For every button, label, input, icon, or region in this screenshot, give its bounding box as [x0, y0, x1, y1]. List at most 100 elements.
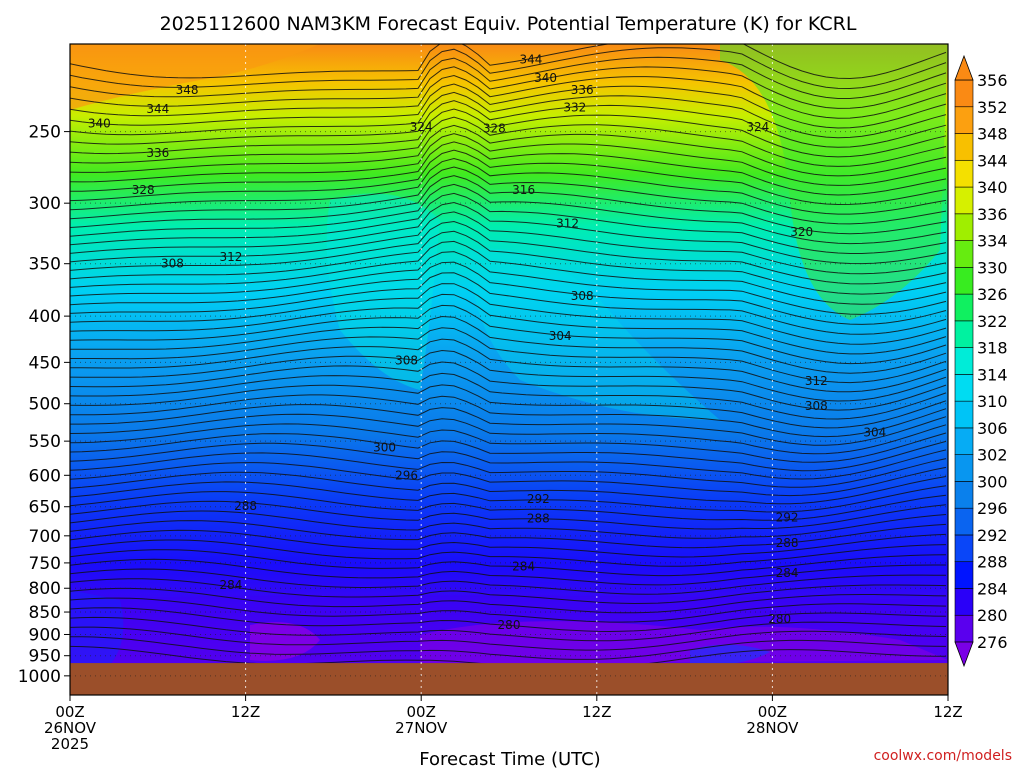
contour-line-40: [70, 423, 947, 463]
contour-label-14: 320: [790, 225, 813, 239]
colorbar-swatch-322: [954, 293, 974, 322]
contour-label-23: 300: [373, 441, 396, 455]
contour-label-34: 280: [768, 612, 791, 626]
y-tick-label-700: 700: [29, 527, 61, 547]
below-ground-fill: [70, 663, 948, 695]
contour-line-22: [70, 230, 947, 295]
contour-line-45: [70, 471, 947, 505]
contour-label-29: 288: [776, 536, 799, 550]
contour-label-22: 304: [863, 425, 886, 439]
colorbar-swatch-280: [954, 588, 974, 616]
contour-line-18: [70, 192, 947, 254]
contour-line-6: [70, 91, 947, 139]
colorbar-swatch-314: [954, 347, 974, 375]
contour-line-35: [70, 372, 947, 420]
contour-line-33: [70, 349, 947, 402]
colorbar-arrow-bottom: [954, 641, 974, 668]
colorbar-swatch-326: [954, 267, 974, 295]
colorbar-swatch-330: [954, 240, 974, 268]
contour-line-62: [70, 636, 947, 660]
contour-line-55: [70, 568, 947, 595]
contour-line-5: [70, 83, 947, 129]
colorbar-label-340: 340: [977, 178, 1008, 197]
y-tick-label-300: 300: [29, 194, 61, 214]
colorbar-swatch-302: [954, 427, 974, 455]
field-blob-violet-pocket-1: [250, 622, 320, 661]
colorbar-label-276: 276: [977, 633, 1008, 652]
contour-line-61: [70, 626, 947, 651]
contour-line-42: [70, 442, 947, 480]
contour-label-28: 292: [776, 510, 799, 524]
contour-line-38: [70, 404, 947, 446]
contour-line-39: [70, 413, 947, 455]
contour-lines: [70, 44, 947, 670]
x-tick-label-3-1: 12Z: [582, 703, 611, 721]
y-tick-label-400: 400: [29, 307, 61, 327]
colorbar-label-288: 288: [977, 553, 1008, 572]
contour-line-27: [70, 283, 947, 345]
contour-line-46: [70, 481, 947, 513]
contour-line-0: [70, 44, 947, 80]
y-axis: 2503003504004505005506006507007508008509…: [18, 123, 70, 687]
contour-label-30: 284: [512, 560, 535, 574]
colorbar: 276 280 284 288 292 296 300 302 306 310 314 318 322 3…: [954, 54, 1008, 668]
contour-line-8: [70, 108, 947, 158]
contour-label-25: 292: [527, 492, 550, 506]
contour-line-30: [70, 315, 947, 374]
contour-line-20: [70, 211, 947, 275]
contour-label-31: 284: [220, 578, 243, 592]
contour-line-11: [70, 133, 947, 186]
colorbar-swatch-300: [954, 454, 974, 482]
contour-label-3: 332: [563, 100, 586, 114]
colorbar-label-334: 334: [977, 232, 1008, 251]
colorbar-arrow-top: [954, 54, 974, 81]
contour-line-59: [70, 607, 947, 633]
y-tick-label-250: 250: [29, 123, 61, 143]
contour-label-20: 312: [805, 374, 828, 388]
colorbar-swatch-348: [954, 106, 974, 134]
contour-label-19: 308: [395, 354, 418, 368]
colorbar-label-318: 318: [977, 339, 1008, 358]
contour-line-34: [70, 361, 947, 411]
contour-line-9: [70, 116, 947, 167]
contour-label-0: 344: [519, 52, 542, 66]
contour-line-2: [70, 56, 947, 99]
contour-label-16: 308: [161, 257, 184, 271]
contour-label-4: 348: [176, 83, 199, 97]
colorbar-label-310: 310: [977, 392, 1008, 411]
colorbar-label-322: 322: [977, 312, 1008, 331]
contour-line-58: [70, 597, 947, 623]
contour-line-4: [70, 74, 947, 119]
x-axis-label: Forecast Time (UTC): [419, 749, 600, 768]
contour-line-50: [70, 520, 947, 549]
x-tick-label-0-1: 00Z: [55, 703, 84, 721]
contour-line-44: [70, 462, 947, 497]
chart-title: 2025112600 NAM3KM Forecast Equiv. Potent…: [160, 13, 857, 35]
colorbar-swatch-340: [954, 159, 974, 188]
colorbar-label-302: 302: [977, 446, 1008, 465]
y-tick-label-350: 350: [29, 255, 61, 275]
contour-line-52: [70, 539, 947, 567]
y-tick-label-800: 800: [29, 579, 61, 599]
contour-line-51: [70, 529, 947, 558]
colorbar-swatch-318: [954, 320, 974, 348]
y-tick-label-1000: 1000: [18, 667, 61, 687]
colorbar-swatch-336: [954, 186, 974, 215]
contour-line-12: [70, 141, 947, 196]
colorbar-label-292: 292: [977, 526, 1008, 545]
contour-line-53: [70, 549, 947, 577]
contour-line-41: [70, 433, 947, 472]
colorbar-label-300: 300: [977, 472, 1008, 491]
x-tick-label-0-2: 26NOV: [44, 719, 97, 737]
contour-label-24: 296: [395, 468, 418, 482]
colorbar-swatch-292: [954, 507, 974, 536]
contour-line-24: [70, 251, 947, 315]
x-tick-label-1-1: 12Z: [231, 703, 260, 721]
contour-label-8: 324: [410, 120, 433, 134]
contour-label-7: 336: [146, 146, 169, 160]
colorbar-swatch-284: [954, 561, 974, 589]
colorbar-label-314: 314: [977, 365, 1008, 384]
contour-line-13: [70, 149, 947, 206]
contour-line-36: [70, 384, 947, 429]
contour-label-12: 316: [512, 183, 535, 197]
